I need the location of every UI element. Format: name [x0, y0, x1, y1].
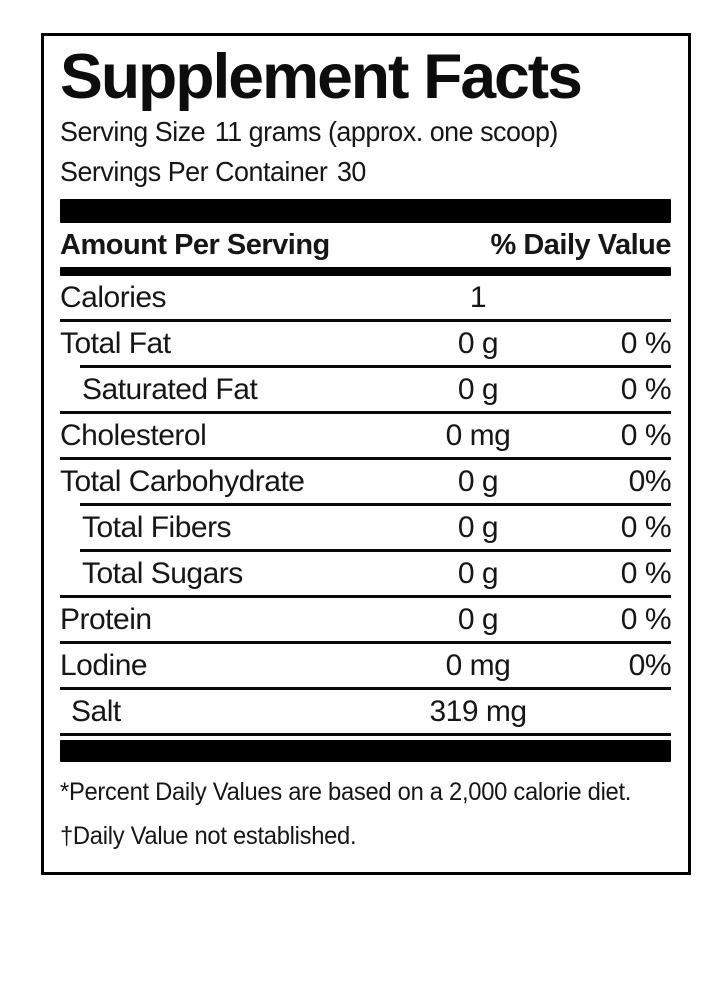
- nutrient-rows: Calories 1 Total Fat 0 g 0 % Saturated F…: [60, 276, 672, 736]
- row-divider: [60, 595, 671, 598]
- nutrient-name: Salt: [71, 694, 121, 728]
- nutrient-daily-value: 0%: [628, 648, 672, 682]
- servings-per-container-line: Servings Per Container 30: [60, 152, 647, 192]
- row-divider: [60, 457, 671, 460]
- row-divider: [60, 641, 671, 644]
- daily-value-footnote: *Percent Daily Values are based on a 2,0…: [60, 778, 632, 806]
- serving-size-label: Serving Size: [60, 116, 206, 147]
- nutrient-row: Total Carbohydrate 0 g 0%: [60, 460, 672, 503]
- nutrient-name: Total Sugars: [82, 556, 243, 590]
- footnotes: *Percent Daily Values are based on a 2,0…: [60, 770, 671, 858]
- nutrient-row: Lodine 0 mg 0%: [60, 644, 672, 687]
- nutrient-daily-value: 0 %: [620, 602, 672, 636]
- table-header-row: Amount Per Serving % Daily Value: [60, 223, 671, 267]
- nutrient-name: Total Fat: [60, 326, 171, 360]
- nutrient-daily-value: 0%: [628, 464, 672, 498]
- supplement-facts-panel: Supplement Facts Serving Size 11 grams (a…: [41, 33, 691, 875]
- nutrient-amount: 0 mg: [445, 648, 511, 682]
- nutrient-row: Saturated Fat 0 g 0 %: [60, 368, 672, 411]
- nutrient-row: Cholesterol 0 mg 0 %: [60, 414, 672, 457]
- nutrient-amount: 0 g: [457, 602, 499, 636]
- nutrient-amount: 0 mg: [445, 418, 511, 452]
- bottom-separator-bar: [60, 740, 671, 762]
- amount-per-serving-header: Amount Per Serving: [60, 228, 330, 261]
- nutrient-name: Lodine: [60, 648, 148, 682]
- row-divider: [60, 319, 671, 322]
- row-divider: [80, 549, 671, 552]
- nutrient-name: Total Carbohydrate: [60, 464, 305, 498]
- panel-title: Supplement Facts: [60, 42, 583, 112]
- nutrient-row: Total Fibers 0 g 0 %: [60, 506, 672, 549]
- nutrient-amount: 0 g: [457, 326, 499, 360]
- nutrient-daily-value: 0 %: [620, 510, 672, 544]
- serving-size-value: 11 grams (approx. one scoop): [214, 116, 559, 147]
- serving-size-line: Serving Size 11 grams (approx. one scoop): [60, 112, 647, 152]
- row-divider: [80, 365, 671, 368]
- row-divider: [60, 411, 671, 414]
- nutrient-row: Calories 1: [60, 276, 671, 319]
- nutrient-name: Calories: [60, 280, 167, 314]
- nutrient-daily-value: 0 %: [620, 326, 672, 360]
- row-divider: [80, 503, 671, 506]
- row-divider: [60, 687, 671, 690]
- nutrient-name: Saturated Fat: [82, 372, 258, 406]
- top-separator-bar: [60, 199, 671, 223]
- nutrient-daily-value: 0 %: [620, 556, 672, 590]
- nutrient-amount: 0 g: [457, 464, 499, 498]
- nutrient-amount: 0 g: [457, 556, 499, 590]
- nutrient-row: Salt 319 mg: [60, 690, 671, 733]
- servings-per-container-label: Servings Per Container: [60, 156, 328, 187]
- nutrient-amount: 0 g: [457, 372, 499, 406]
- nutrient-amount: 1: [469, 280, 487, 314]
- header-separator-bar: [60, 267, 671, 276]
- nutrient-amount: 0 g: [457, 510, 499, 544]
- nutrient-name: Cholesterol: [60, 418, 207, 452]
- nutrient-row: Total Fat 0 g 0 %: [60, 322, 672, 365]
- servings-per-container-value: 30: [336, 156, 366, 187]
- nutrient-daily-value: 0 %: [620, 372, 672, 406]
- not-established-footnote: †Daily Value not established.: [60, 822, 357, 850]
- nutrient-row: Total Sugars 0 g 0 %: [60, 552, 672, 595]
- daily-value-header: % Daily Value: [490, 228, 672, 261]
- row-divider: [60, 733, 671, 736]
- nutrient-name: Total Fibers: [82, 510, 232, 544]
- nutrient-name: Protein: [60, 602, 152, 636]
- nutrient-daily-value: 0 %: [620, 418, 672, 452]
- nutrient-amount: 319 mg: [429, 694, 527, 728]
- nutrient-row: Protein 0 g 0 %: [60, 598, 672, 641]
